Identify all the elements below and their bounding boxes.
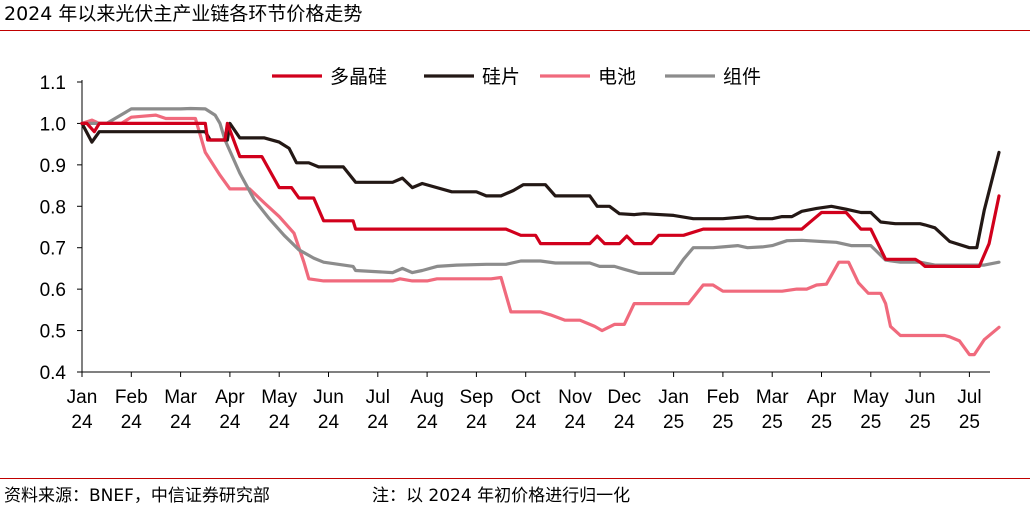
x-tick-label-month: Aug: [410, 387, 444, 408]
series-layer: [80, 106, 1001, 357]
y-tick-label: 0.9: [40, 156, 66, 177]
x-tick-label-year: 24: [564, 412, 586, 433]
x-tick-label-year: 25: [910, 412, 931, 433]
y-tick-label: 1.0: [40, 114, 66, 135]
page-title: 2024 年以来光伏主产业链各环节价格走势: [4, 3, 363, 25]
x-tick-label-month: Nov: [558, 387, 592, 408]
x-tick-label-month: Mar: [756, 387, 789, 408]
x-tick-label-year: 24: [466, 412, 488, 433]
x-tick-label-month: May: [261, 387, 297, 408]
x-tick-label-month: Sep: [459, 387, 493, 408]
legend-label-硅片: 硅片: [482, 66, 520, 88]
x-tick-label-month: May: [853, 387, 889, 408]
x-tick-label-month: Dec: [607, 387, 641, 408]
x-tick-label-year: 25: [860, 412, 881, 433]
x-tick-label-year: 24: [367, 412, 389, 433]
x-tick-label-year: 25: [762, 412, 783, 433]
x-tick-label-year: 24: [269, 412, 291, 433]
y-tick-label: 1.1: [40, 73, 66, 94]
top-divider: [0, 30, 1030, 31]
x-tick-label-month: Jun: [905, 387, 936, 408]
x-tick-label-month: Jan: [658, 387, 689, 408]
x-tick-label-year: 24: [515, 412, 537, 433]
x-tick-label-year: 24: [121, 412, 143, 433]
x-tick-label-month: Apr: [215, 387, 245, 408]
legend-label-多晶硅: 多晶硅: [330, 66, 387, 88]
x-tick-label-month: Apr: [807, 387, 837, 408]
y-tick-label: 0.7: [40, 239, 66, 260]
x-tick-label-year: 25: [663, 412, 684, 433]
x-tick-label-month: Oct: [511, 387, 541, 408]
normalization-note: 注：以 2024 年初价格进行归一化: [372, 486, 631, 506]
x-tick-label-month: Jul: [366, 387, 390, 408]
x-tick-label-month: Feb: [707, 387, 740, 408]
x-tick-label-month: Jul: [957, 387, 981, 408]
chart-legend: 多晶硅 硅片 电池 组件: [272, 66, 761, 88]
y-tick-label: 0.6: [40, 280, 66, 301]
x-tick-label-year: 24: [318, 412, 340, 433]
x-tick-label-year: 25: [712, 412, 733, 433]
x-tick-label-month: Feb: [115, 387, 148, 408]
x-tick-label-month: Mar: [164, 387, 197, 408]
series-line-硅片: [80, 121, 1001, 250]
legend-label-组件: 组件: [723, 66, 761, 88]
x-tick-label-year: 24: [71, 412, 93, 433]
x-tick-label-year: 25: [811, 412, 832, 433]
y-tick-label: 0.8: [40, 197, 66, 218]
x-tick-label-year: 25: [959, 412, 980, 433]
series-line-电池: [80, 113, 1001, 357]
x-tick-label-year: 24: [417, 412, 439, 433]
source-note: 资料来源：BNEF，中信证券研究部: [4, 486, 270, 506]
x-tick-label-month: Jan: [67, 387, 98, 408]
bottom-divider: [0, 478, 1030, 479]
x-tick-label-year: 24: [219, 412, 241, 433]
series-line-多晶硅: [80, 121, 1001, 268]
chart-axes: 0.4 0.5 0.6 0.7 0.8 0.9 1.0 1.1 Jan 24 Feb 24 Mar 24 A…: [40, 73, 990, 433]
y-tick-label: 0.5: [40, 322, 66, 343]
series-line-组件: [80, 106, 1001, 275]
x-tick-label-year: 24: [614, 412, 636, 433]
legend-label-电池: 电池: [598, 66, 636, 88]
x-tick-label-year: 24: [170, 412, 192, 433]
y-tick-label: 0.4: [40, 363, 67, 384]
x-tick-label-month: Jun: [313, 387, 344, 408]
